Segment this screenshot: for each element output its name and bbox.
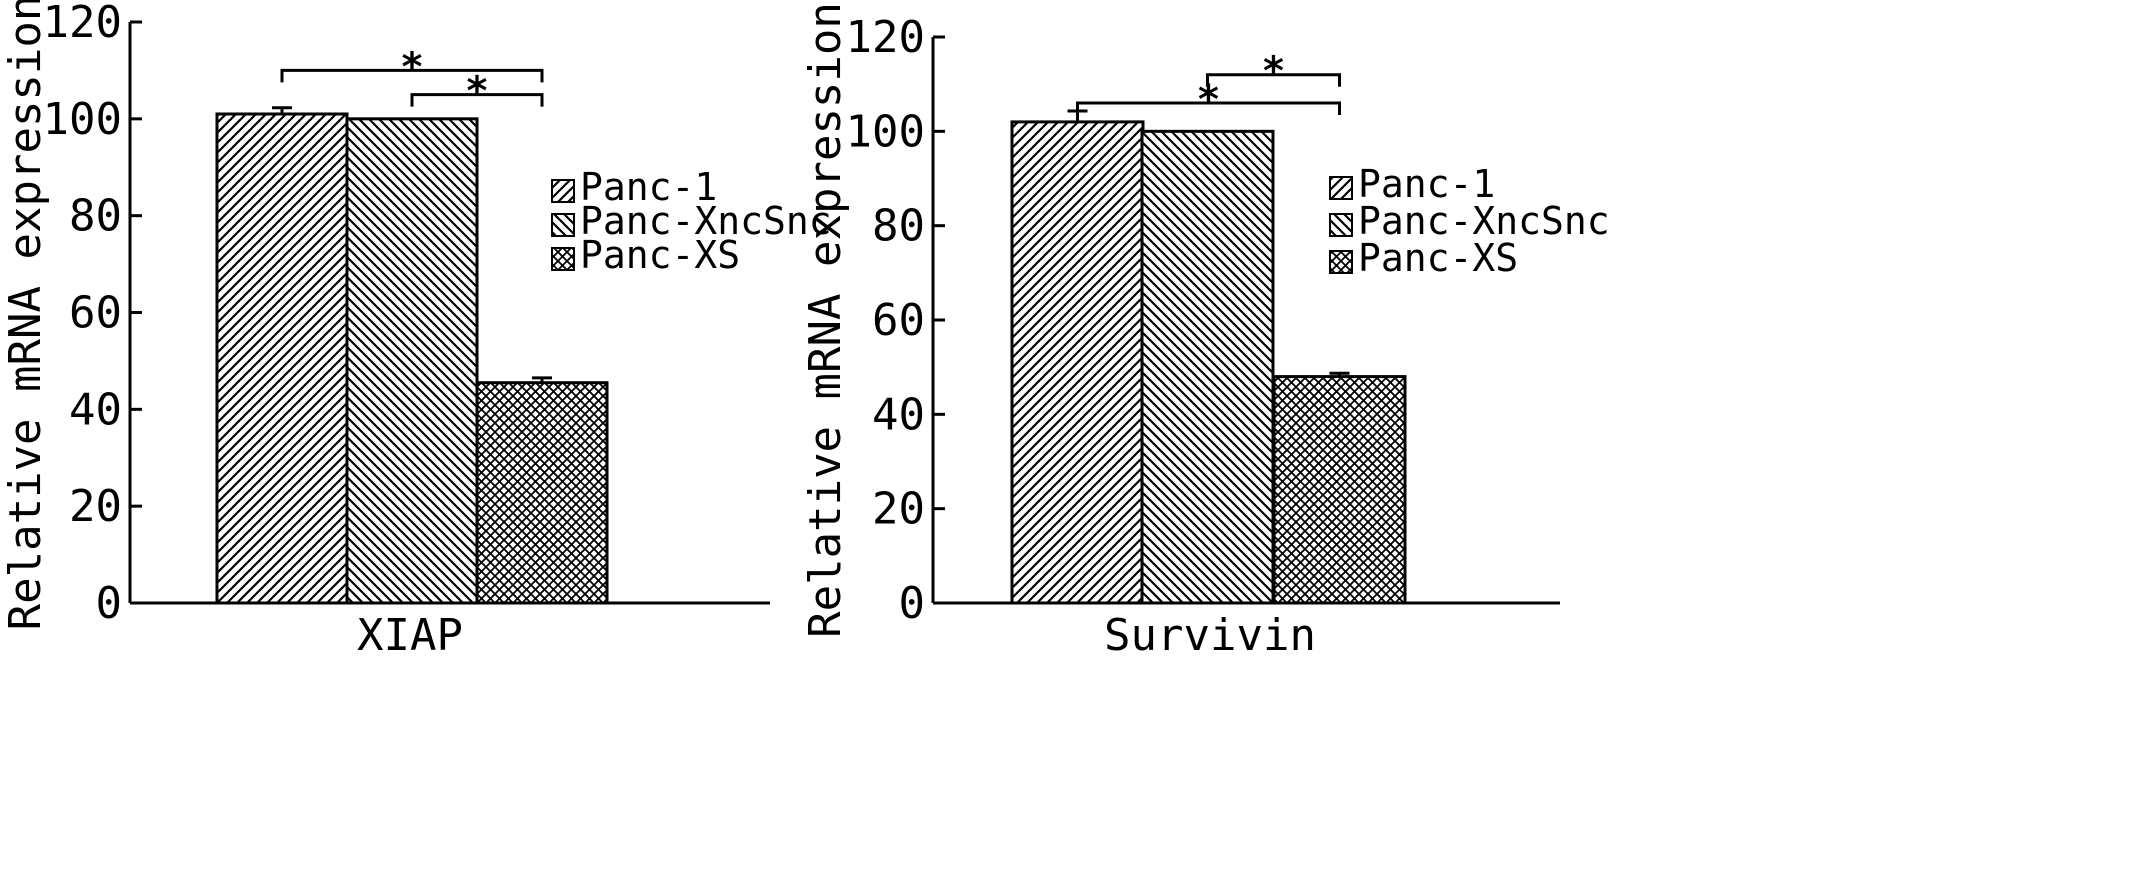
y-tick-label: 40 bbox=[872, 389, 925, 440]
y-tick-label: 100 bbox=[846, 106, 925, 157]
y-tick-label: 20 bbox=[69, 481, 122, 532]
significance-bracket bbox=[1076, 101, 1341, 116]
y-tick-label: 60 bbox=[872, 295, 925, 346]
y-tick-label: 20 bbox=[872, 484, 925, 535]
significance-star: * bbox=[467, 69, 488, 115]
y-tick-label: 120 bbox=[43, 0, 122, 48]
bar-panc-1 bbox=[215, 112, 349, 605]
y-tick-label: 60 bbox=[69, 288, 122, 339]
significance-bracket bbox=[1206, 73, 1341, 87]
y-axis-label: Relative mRNA expression bbox=[0, 0, 51, 630]
legend-label: Panc-XncSnc bbox=[1358, 199, 1610, 243]
bar-panc-xncsnc bbox=[1140, 129, 1275, 605]
significance-bracket bbox=[280, 68, 544, 83]
legend-swatch bbox=[551, 213, 575, 237]
legend-label: Panc-XS bbox=[1358, 236, 1518, 280]
y-tick-label: 0 bbox=[899, 578, 926, 629]
legend-label: Panc-XncSnc bbox=[580, 199, 832, 243]
y-tick-label: 0 bbox=[96, 578, 123, 629]
y-tick-label: 80 bbox=[69, 191, 122, 242]
significance-star: * bbox=[1263, 49, 1284, 95]
legend-label: Panc-1 bbox=[580, 165, 717, 209]
legend-swatch bbox=[551, 179, 575, 203]
x-axis-label: XIAP bbox=[357, 610, 463, 661]
y-axis-label: Relative mRNA expression bbox=[800, 2, 851, 638]
x-axis-label: Survivin bbox=[1104, 610, 1316, 661]
y-tick-label: 120 bbox=[846, 12, 925, 63]
y-tick-label: 100 bbox=[43, 94, 122, 145]
bar-panc-xs bbox=[1272, 375, 1407, 605]
significance-star: * bbox=[402, 44, 423, 90]
bar-panc-1 bbox=[1010, 120, 1145, 605]
significance-bracket bbox=[410, 93, 544, 107]
legend-swatch bbox=[551, 247, 575, 271]
legend-label: Panc-1 bbox=[1358, 162, 1495, 206]
legend-swatch bbox=[1329, 176, 1353, 200]
y-tick-label: 40 bbox=[69, 384, 122, 435]
significance-star: * bbox=[1198, 77, 1219, 123]
bar-panc-xncsnc bbox=[345, 117, 479, 605]
legend-swatch bbox=[1329, 213, 1353, 237]
legend-label: Panc-XS bbox=[580, 233, 740, 277]
y-tick-label: 80 bbox=[872, 201, 925, 252]
bar-panc-xs bbox=[475, 381, 609, 605]
legend-swatch bbox=[1329, 250, 1353, 274]
